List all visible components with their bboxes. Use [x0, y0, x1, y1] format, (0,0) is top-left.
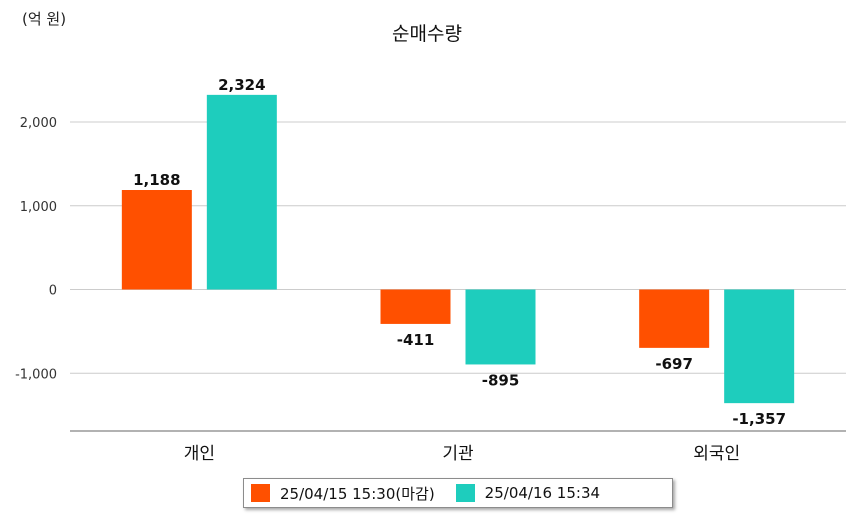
- data-label: 2,324: [218, 76, 265, 94]
- y-tick-label: 0: [49, 284, 57, 299]
- unit-label: (억 원): [22, 10, 67, 28]
- chart-title: 순매수량: [392, 23, 462, 45]
- legend-swatch-series-1: [251, 484, 270, 502]
- data-label: -697: [655, 355, 693, 373]
- bar: [206, 94, 277, 290]
- bar: [465, 289, 536, 365]
- legend-swatch-series-2: [455, 484, 475, 502]
- data-label: -1,357: [732, 410, 786, 428]
- legend-item-series-1[interactable]: 25/04/15 15:30(마감): [251, 483, 435, 504]
- data-label: -411: [397, 331, 435, 349]
- bar: [724, 289, 795, 404]
- legend-label-series-1: 25/04/15 15:30(마감): [280, 484, 435, 503]
- y-tick-label: 2,000: [20, 116, 57, 131]
- data-label: -895: [482, 371, 520, 389]
- legend-label-series-2: 25/04/16 15:34: [484, 484, 601, 502]
- y-tick-label: -1,000: [15, 367, 57, 382]
- legend-item-series-2[interactable]: 25/04/16 15:34: [455, 484, 601, 502]
- x-tick-label: 기관: [442, 444, 473, 464]
- legend: 25/04/15 15:30(마감) 25/04/16 15:34: [243, 478, 673, 508]
- bar: [121, 190, 192, 290]
- x-tick-label: 외국인: [693, 444, 740, 464]
- x-tick-label: 개인: [184, 444, 215, 464]
- data-label: 1,188: [133, 171, 180, 189]
- y-tick-label: 1,000: [20, 200, 57, 215]
- bar: [380, 289, 451, 324]
- bar: [639, 289, 710, 348]
